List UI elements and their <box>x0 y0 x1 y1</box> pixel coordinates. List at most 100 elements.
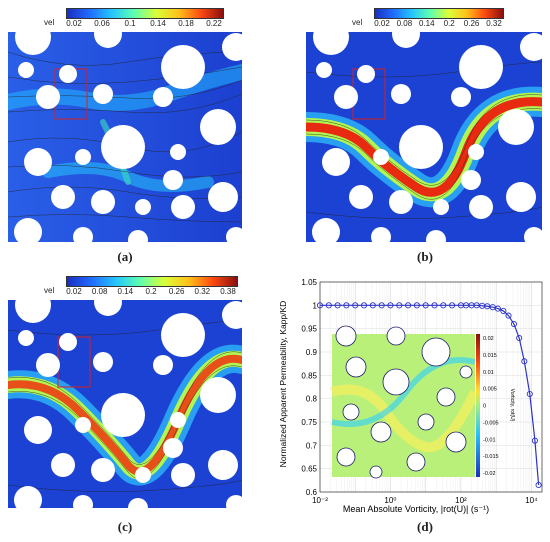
x-tick-label: 10² <box>455 496 467 505</box>
colorbar-tick: 0.02 <box>374 19 390 28</box>
data-point <box>494 305 501 312</box>
flow-field-svg <box>306 32 542 242</box>
x-axis-label: Mean Absolute Vorticity, |rot(U)| (s⁻¹) <box>343 504 489 514</box>
data-point <box>405 302 412 309</box>
inset-colorbar-tick: -0.02 <box>483 471 496 477</box>
solid-grains <box>14 300 242 508</box>
y-tick-label: 1.05 <box>301 278 317 287</box>
inset-colorbar <box>476 334 480 477</box>
data-point <box>521 358 528 365</box>
colorbar-tick: 0.38 <box>220 287 236 296</box>
colorbar-tick: 0.26 <box>168 287 185 296</box>
flow-field-a <box>8 32 242 242</box>
inset-colorbar-tick: -0.01 <box>483 437 496 443</box>
panel-c-label: (c) <box>117 519 133 534</box>
data-point <box>361 302 368 309</box>
colorbar-tick: 0.06 <box>94 19 110 28</box>
colorbar-tick: 0.32 <box>194 287 211 296</box>
flow-field-svg <box>8 300 242 508</box>
colorbar-tick: 0.14 <box>117 287 134 296</box>
colorbar-tick: 0.2 <box>145 287 157 296</box>
panel-d: 0.02 0.015 0.01 0.005 0 -0.005 -0.01 -0.015 -0.0… <box>276 272 550 518</box>
permeability-chart: 0.02 0.015 0.01 0.005 0 -0.005 -0.01 -0.015 -0.0… <box>278 278 543 514</box>
y-tick-label: 0.6 <box>306 488 318 497</box>
x-tick-label: 10⁻² <box>312 496 328 505</box>
colorbar-gradient <box>374 8 504 19</box>
chart-axes: 0.6 0.65 0.7 0.75 0.8 0.85 0.9 0.95 1 1.05 10⁻² 10⁰… <box>301 278 543 505</box>
plot-frame <box>319 281 543 493</box>
inset-colorbar-tick: -0.015 <box>483 454 499 460</box>
flow-field-c <box>8 300 242 508</box>
panel-d-caption: (d) <box>417 519 433 534</box>
colorbar-tick: 0.08 <box>396 19 413 28</box>
colorbar-tick: 0.02 <box>66 287 82 296</box>
colorbar-gradient <box>66 276 238 287</box>
y-tick-label: 0.85 <box>301 371 317 380</box>
data-point <box>334 302 341 309</box>
y-tick-label: 0.8 <box>306 395 318 404</box>
inset-colorbar-tick: 0.02 <box>483 336 494 342</box>
data-point <box>343 302 350 309</box>
inset-colorbar-tick: -0.005 <box>483 420 499 426</box>
y-tick-label: 0.7 <box>306 441 318 450</box>
colorbar-tick: 0.2 <box>443 19 455 28</box>
colorbar-tick: 0.14 <box>150 19 166 28</box>
inset-colorbar-ticks: 0.02 0.015 0.01 0.005 0 -0.005 -0.01 -0.015 -0.0… <box>483 336 499 477</box>
colorbar-tick: 0.08 <box>91 287 108 296</box>
colorbar-label: vel <box>44 286 55 295</box>
data-series <box>316 302 542 489</box>
y-tick-label: 0.75 <box>301 418 317 427</box>
data-point <box>378 302 385 309</box>
data-point <box>431 302 438 309</box>
high-velocity-channel <box>306 86 542 208</box>
flow-field-svg <box>8 32 242 242</box>
data-point <box>325 302 332 309</box>
data-point <box>396 302 403 309</box>
panel-b-label: (b) <box>417 249 433 264</box>
solid-grains <box>14 32 242 242</box>
colorbar-label: vel <box>44 18 55 27</box>
vorticity-inset <box>330 325 480 479</box>
data-point <box>440 302 447 309</box>
inset-colorbar-tick: 0 <box>483 404 486 410</box>
data-point <box>531 437 538 444</box>
colorbar-tick: 0.18 <box>178 19 194 28</box>
inset-colorbar-tick: 0.01 <box>483 370 494 376</box>
inset-colorbar-label: Vorticity, rot(U) <box>509 389 515 422</box>
y-tick-label: 0.95 <box>301 325 317 334</box>
data-point <box>352 302 359 309</box>
y-tick-label: 1 <box>313 301 318 310</box>
inset-grains <box>335 325 473 479</box>
colorbar-tick: 0.26 <box>463 19 480 28</box>
inset-flow-band <box>330 384 480 453</box>
colorbar-tick: 0.02 <box>66 19 82 28</box>
data-point <box>535 481 542 489</box>
colorbar-a: vel 0.02 0.06 0.1 0.14 0.18 0.22 <box>44 4 244 30</box>
data-point <box>510 320 518 328</box>
colorbar-c: vel 0.02 0.08 0.14 0.2 0.26 0.32 0.38 <box>44 272 254 298</box>
high-velocity-channel <box>8 344 242 486</box>
x-tick-label: 10⁰ <box>384 496 396 505</box>
inset-colorbar-tick: 0.015 <box>483 353 497 359</box>
colorbar-b: vel 0.02 0.08 0.14 0.2 0.26 0.32 <box>342 4 542 30</box>
y-tick-label: 0.65 <box>301 465 317 474</box>
colorbar-tick: 0.22 <box>206 19 222 28</box>
x-tick-label: 10⁴ <box>525 496 538 505</box>
data-point <box>526 390 533 398</box>
solid-grains <box>312 32 542 242</box>
flow-field-b <box>306 32 542 242</box>
series-line <box>320 304 540 486</box>
data-point <box>500 307 507 314</box>
data-point <box>413 302 420 309</box>
data-point <box>505 312 512 319</box>
y-tick-label: 0.9 <box>306 348 318 357</box>
data-point <box>516 334 523 342</box>
panel-a-label: (a) <box>117 249 133 264</box>
inset-colorbar-tick: 0.005 <box>483 387 497 393</box>
colorbar-tick: 0.1 <box>124 19 136 28</box>
data-point <box>422 302 429 309</box>
colorbar-label: vel <box>352 18 363 27</box>
colorbar-tick: 0.32 <box>486 19 502 28</box>
data-point <box>369 302 376 309</box>
inset-flow-band <box>331 357 476 427</box>
